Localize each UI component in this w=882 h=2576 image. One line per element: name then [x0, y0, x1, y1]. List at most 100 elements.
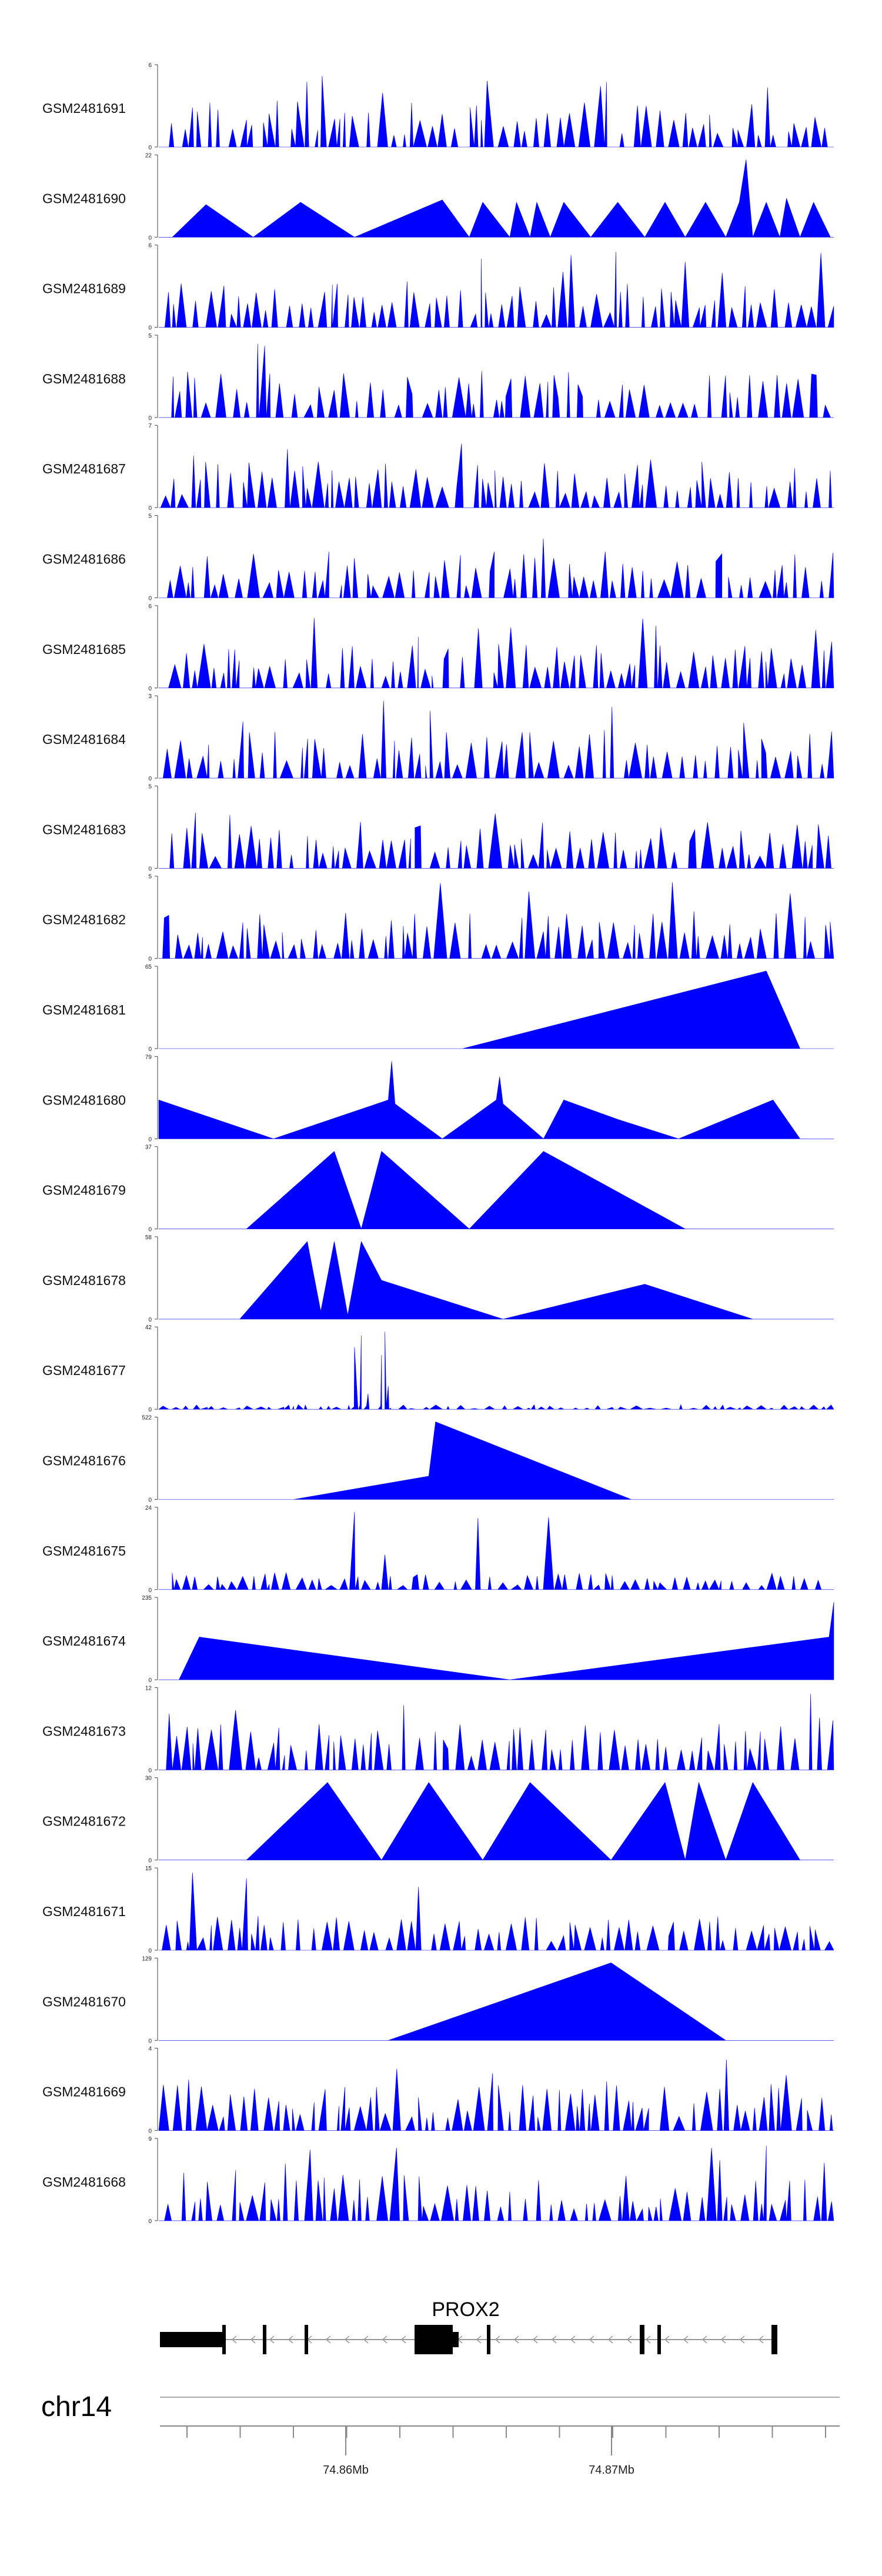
- track-label: GSM2481671: [42, 1904, 126, 1919]
- strand-arrow: [570, 2335, 576, 2344]
- coverage-area: [159, 970, 834, 1049]
- exon: [415, 2325, 453, 2354]
- strand-arrow: [382, 2335, 387, 2344]
- track-GSM2481681: GSM2481681 65 0: [42, 964, 834, 1053]
- strand-arrow: [250, 2335, 256, 2344]
- y-max-label: 7: [148, 423, 152, 429]
- track-GSM2481689: GSM2481689 6 0: [42, 243, 834, 332]
- coverage-area: [159, 1511, 834, 1590]
- track-label: GSM2481676: [42, 1453, 126, 1469]
- coverage-area: [159, 618, 834, 689]
- track-GSM2481673: GSM2481673 12 0: [42, 1685, 834, 1774]
- strand-arrow: [325, 2335, 331, 2344]
- track-GSM2481691: GSM2481691 6 0: [42, 62, 834, 151]
- y-min-label: 0: [148, 505, 152, 512]
- y-max-label: 6: [148, 62, 152, 69]
- track-GSM2481668: GSM2481668 9 0: [42, 2136, 834, 2225]
- exon: [160, 2332, 222, 2347]
- y-min-label: 0: [148, 956, 152, 963]
- axis-tick-label: 74.87Mb: [589, 2464, 634, 2477]
- y-max-label: 6: [148, 603, 152, 610]
- strand-arrow: [739, 2335, 745, 2344]
- y-min-label: 0: [148, 1407, 152, 1413]
- chromosome-label: chr14: [41, 2391, 112, 2422]
- track-label: GSM2481689: [42, 281, 126, 296]
- strand-arrow: [231, 2335, 237, 2344]
- coverage-area: [159, 2145, 834, 2221]
- strand-arrow: [701, 2335, 707, 2344]
- coverage-area: [159, 882, 834, 959]
- coverage-area: [159, 343, 834, 418]
- y-min-label: 0: [148, 1497, 152, 1504]
- y-max-label: 12: [145, 1685, 152, 1691]
- track-GSM2481677: GSM2481677 42 0: [42, 1324, 834, 1413]
- y-max-label: 65: [145, 964, 152, 970]
- track-label: GSM2481683: [42, 822, 126, 837]
- y-min-label: 0: [148, 1767, 152, 1774]
- coverage-area: [159, 1240, 834, 1320]
- track-label: GSM2481680: [42, 1092, 126, 1107]
- y-min-label: 0: [148, 1677, 152, 1684]
- track-label: GSM2481668: [42, 2174, 126, 2190]
- strand-arrow: [400, 2335, 406, 2344]
- strand-arrow: [607, 2335, 613, 2344]
- track-label: GSM2481670: [42, 1994, 126, 2009]
- track-GSM2481669: GSM2481669 4 0: [42, 2046, 834, 2135]
- y-min-label: 0: [148, 1317, 152, 1323]
- y-max-label: 6: [148, 243, 152, 249]
- y-max-label: 129: [142, 1956, 152, 1962]
- y-max-label: 37: [145, 1144, 152, 1151]
- track-GSM2481686: GSM2481686 5 0: [42, 513, 834, 602]
- track-GSM2481684: GSM2481684 3 0: [42, 693, 834, 782]
- y-min-label: 0: [148, 325, 152, 332]
- strand-arrow: [532, 2335, 538, 2344]
- exon: [487, 2325, 490, 2354]
- track-GSM2481683: GSM2481683 5 0: [42, 783, 834, 872]
- track-GSM2481671: GSM2481671 15 0: [42, 1866, 834, 1954]
- track-label: GSM2481686: [42, 552, 126, 567]
- strand-arrow: [363, 2335, 369, 2344]
- coverage-area: [159, 538, 834, 599]
- y-max-label: 5: [148, 783, 152, 790]
- track-GSM2481672: GSM2481672 30 0: [42, 1776, 834, 1864]
- coverage-area: [159, 252, 834, 328]
- track-label: GSM2481691: [42, 101, 126, 116]
- track-GSM2481680: GSM2481680 79 0: [42, 1054, 834, 1143]
- y-min-label: 0: [148, 1227, 152, 1233]
- y-min-label: 0: [148, 1587, 152, 1594]
- y-max-label: 30: [145, 1776, 152, 1782]
- exon: [771, 2325, 777, 2354]
- strand-arrow: [683, 2335, 689, 2344]
- y-min-label: 0: [148, 1046, 152, 1053]
- y-min-label: 0: [148, 415, 152, 422]
- coverage-area: [159, 1781, 834, 1861]
- coverage-area: [158, 1332, 834, 1410]
- y-min-label: 0: [148, 2038, 152, 2044]
- coverage-area: [159, 1872, 834, 1951]
- track-GSM2481676: GSM2481676 522 0: [42, 1415, 834, 1504]
- track-label: GSM2481685: [42, 642, 126, 657]
- strand-arrow: [476, 2335, 482, 2344]
- track-GSM2481674: GSM2481674 235 0: [42, 1595, 834, 1684]
- y-max-label: 42: [145, 1324, 152, 1331]
- exon: [263, 2325, 266, 2354]
- gene-model-prox2: PROX2: [160, 2298, 777, 2354]
- track-GSM2481679: GSM2481679 37 0: [42, 1144, 834, 1233]
- track-label: GSM2481678: [42, 1273, 126, 1288]
- coverage-area: [159, 443, 834, 508]
- strand-arrow: [551, 2335, 557, 2344]
- y-max-label: 15: [145, 1866, 152, 1872]
- track-label: GSM2481690: [42, 191, 126, 206]
- track-label: GSM2481677: [42, 1363, 126, 1378]
- coverage-area: [159, 812, 834, 869]
- strand-arrow: [513, 2335, 519, 2344]
- track-label: GSM2481675: [42, 1543, 126, 1559]
- track-label: GSM2481684: [42, 732, 126, 747]
- coverage-area: [159, 76, 834, 148]
- y-max-label: 4: [148, 2046, 152, 2053]
- y-min-label: 0: [148, 2218, 152, 2225]
- exon: [640, 2325, 644, 2354]
- coverage-area: [158, 2059, 834, 2131]
- strand-arrow: [589, 2335, 594, 2344]
- y-max-label: 9: [148, 2136, 152, 2143]
